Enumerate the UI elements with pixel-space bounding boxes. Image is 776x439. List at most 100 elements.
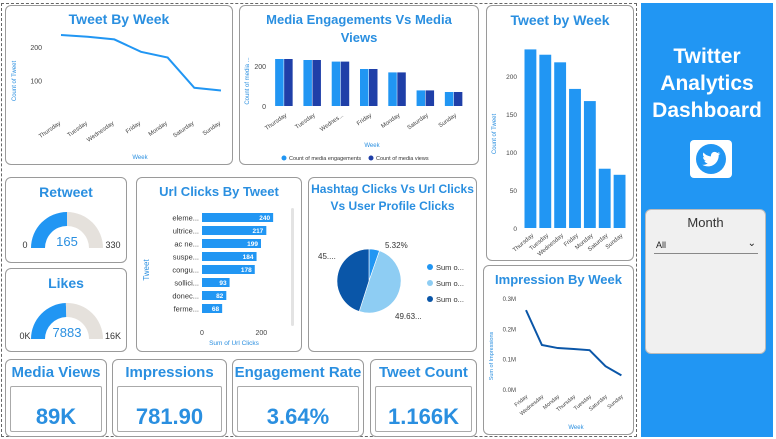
slicer-label: Month xyxy=(687,215,724,230)
gauge-value: 7883 xyxy=(53,325,82,340)
y-axis-label: Count of Tweet xyxy=(492,114,498,155)
kpi-tweet-count-card[interactable]: Tweet Count 1.166K xyxy=(370,359,477,437)
bar-views xyxy=(397,72,406,106)
x-tick-label: Monday xyxy=(148,121,169,138)
bar xyxy=(202,239,261,248)
gauge-max: 330 xyxy=(105,240,120,250)
data-label: 199 xyxy=(247,241,258,248)
x-tick-label: 200 xyxy=(255,330,267,337)
kpi-media-views-card[interactable]: Media Views 89K xyxy=(5,359,107,437)
kpi-impressions-card[interactable]: Impressions 781.90 xyxy=(112,359,227,437)
gauge-track xyxy=(65,303,103,339)
pie-slice xyxy=(336,248,370,312)
card-title: Tweet by Week xyxy=(510,12,610,28)
y-tick-label: 100 xyxy=(30,78,42,85)
chevron-down-icon[interactable]: ⌄ xyxy=(747,238,756,249)
tweet-by-week-line-chart: 100 200 Count of Tweet Thursday TuesdayWedne… xyxy=(12,34,222,161)
bar xyxy=(202,226,267,235)
bar-views xyxy=(453,92,463,106)
likes-gauge-card[interactable]: Likes 7883 0K 16K xyxy=(5,268,127,352)
tweet-by-week-bar-card[interactable]: Tweet by Week 0 50 100 150 200 Count of Tweet… xyxy=(486,5,634,261)
gauge-fill xyxy=(31,303,67,339)
card-title: Tweet By Week xyxy=(68,11,170,27)
bar-engagements xyxy=(275,59,284,106)
series-line xyxy=(525,309,622,377)
y-tick-label: 200 xyxy=(30,45,42,52)
kpi-value-box xyxy=(237,386,359,432)
y-axis-label: Tweet xyxy=(142,259,151,281)
kpi-label: Engagement Rate xyxy=(234,364,362,381)
url-clicks-card[interactable]: Url Clicks By Tweet 240 eleme... 217 ultric… xyxy=(136,177,302,352)
dashboard-title-line: Analytics xyxy=(660,72,754,95)
bar xyxy=(202,278,230,287)
tweet-by-week-line-card[interactable]: Tweet By Week 100 200 Count of Tweet Thursd… xyxy=(5,5,233,165)
kpi-value: 1.166K xyxy=(388,404,459,429)
x-axis-label: Sum of Url Clicks xyxy=(209,340,260,347)
data-label: 82 xyxy=(216,293,224,300)
bar-engagements xyxy=(444,92,454,106)
bar-engagements xyxy=(303,60,312,106)
hashtag-pie-card[interactable]: Hashtag Clicks Vs Url Clicks Vs User Pro… xyxy=(308,177,477,352)
bar-views xyxy=(312,60,321,106)
x-tick-label: Friday xyxy=(356,113,373,127)
kpi-label: Impressions xyxy=(125,364,214,381)
impression-by-week-card[interactable]: Impression By Week 0.0M 0.1M 0.2M 0.3M Sum o… xyxy=(483,265,634,435)
legend-swatch xyxy=(427,296,433,302)
x-tick-label: Friday xyxy=(125,121,142,135)
data-label: 68 xyxy=(212,306,220,313)
y-axis-label: Sum of Impressions xyxy=(489,331,495,380)
legend-label: Count of media views xyxy=(376,156,429,162)
legend-swatch xyxy=(427,264,433,270)
bar xyxy=(202,213,274,222)
series-line xyxy=(60,34,222,92)
legend-label: Count of media engagements xyxy=(289,156,361,162)
y-tick-label: sollici... xyxy=(174,279,199,288)
kpi-engagement-rate-card[interactable]: Engagement Rate 3.64% xyxy=(232,359,364,437)
bar xyxy=(583,101,596,228)
retweet-gauge-card[interactable]: Retweet 165 0 330 xyxy=(5,177,127,263)
bar-views xyxy=(284,59,293,106)
bar-views xyxy=(369,69,378,106)
y-tick-label: 200 xyxy=(506,74,517,81)
bar xyxy=(202,252,257,261)
month-dropdown-value: All xyxy=(656,240,667,250)
gauge-value: 165 xyxy=(56,234,78,249)
y-tick-label: ac ne... xyxy=(174,240,199,249)
x-tick-label: Thursday xyxy=(264,113,288,132)
y-tick-label: ferme... xyxy=(174,305,199,314)
bar xyxy=(202,291,227,300)
x-tick-label: Sunday xyxy=(607,394,625,411)
card-title-line-1: Hashtag Clicks Vs Url Clicks xyxy=(311,182,474,196)
y-tick-label: eleme... xyxy=(172,214,199,223)
data-label: 178 xyxy=(241,267,252,274)
x-tick-label: 0 xyxy=(200,330,204,337)
media-engagements-card[interactable]: Media Engagements Vs Media Views 0 200 Cou… xyxy=(239,5,479,165)
legend-label: Sum o... xyxy=(436,279,464,288)
dashboard-title: Twitter Analytics Dashboard xyxy=(641,43,773,124)
bar xyxy=(202,265,255,274)
data-label: 49.63... xyxy=(395,312,422,321)
x-tick-label: Tuesday xyxy=(294,113,316,131)
y-tick-label: 0 xyxy=(513,226,517,233)
dashboard-title-line: Dashboard xyxy=(652,99,762,122)
y-tick-label: 0.0M xyxy=(503,388,516,394)
y-tick-label: 0 xyxy=(262,104,266,111)
card-title: Retweet xyxy=(39,184,93,200)
y-axis-label: Count of Tweet xyxy=(12,61,18,102)
bar xyxy=(613,174,626,228)
scrollbar xyxy=(291,208,294,326)
month-dropdown[interactable]: All ⌄ xyxy=(654,238,758,254)
x-tick-label: Saturday xyxy=(407,113,430,132)
bar-engagements xyxy=(331,61,341,106)
twitter-bird-icon xyxy=(690,140,732,178)
kpi-value-box xyxy=(117,386,222,432)
hashtag-pie-chart: 5.32% 49.63... 45.... Sum o... Sum o... Sum o… xyxy=(318,241,464,321)
y-tick-label: 0.2M xyxy=(503,327,516,333)
y-tick-label: 0.1M xyxy=(503,358,516,364)
month-slicer[interactable]: Month All ⌄ xyxy=(645,209,766,354)
x-tick-label: Thursday xyxy=(38,121,62,140)
kpi-value-box xyxy=(10,386,102,432)
